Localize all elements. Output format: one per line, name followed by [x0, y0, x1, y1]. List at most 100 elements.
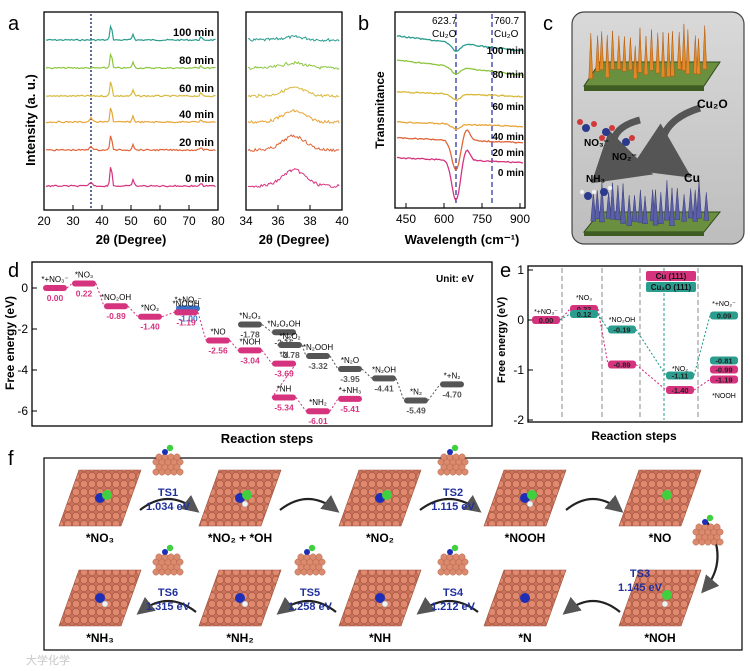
energy-level: [440, 381, 464, 388]
atom-h: [381, 600, 389, 608]
reaction-arrow: [136, 596, 197, 615]
needle: [660, 32, 666, 78]
ts-atom: [452, 553, 460, 561]
ts-atom: [458, 563, 466, 571]
needle: [599, 31, 604, 70]
intermediate-label: *NO₂: [366, 531, 394, 545]
panel-e-dividers: [561, 268, 699, 420]
atom-h: [101, 600, 109, 608]
cu2o-needles: [588, 23, 707, 79]
connector: [559, 308, 571, 321]
intermediate-label: *NH₂: [226, 631, 253, 645]
ts-energy: 1.145 eV: [618, 582, 663, 594]
ts-atom: [713, 533, 721, 541]
panel-d-ylabel: Free energy (eV): [3, 296, 17, 390]
tick-label: 20: [37, 214, 51, 228]
ts-atom: [155, 553, 163, 561]
atom-o: [308, 544, 316, 552]
tick-label: 40: [95, 214, 109, 228]
xrd-curve: [45, 107, 216, 124]
connector: [361, 368, 373, 379]
ts-atom: [461, 558, 469, 566]
ts-atom: [176, 568, 184, 576]
needle: [594, 190, 601, 219]
xrd-curve: [45, 135, 216, 152]
legend-swatch: [646, 282, 696, 292]
level-value: 0.09: [717, 312, 732, 321]
needle: [643, 36, 649, 75]
level-value: -0.89: [106, 311, 126, 321]
needle: [599, 182, 605, 223]
ts-atom: [458, 453, 466, 461]
xrd-zoom-curve: [247, 167, 340, 189]
level-value: -0.19: [613, 326, 630, 335]
panel-a-left-xticks: 20 30 40 50 60 70 80: [37, 205, 225, 228]
needle: [664, 180, 670, 221]
level-label: *NO₂OH: [609, 317, 635, 324]
needle: [655, 32, 661, 74]
panel-b-axes: [394, 11, 526, 209]
panel-b-mark1-value: 623.7: [432, 16, 457, 27]
ir-curve: [396, 90, 524, 102]
energy-level: [338, 395, 362, 402]
label-cu: Cu: [684, 171, 700, 185]
intermediate-label: *NO₃: [86, 531, 114, 545]
needle: [628, 37, 633, 70]
level-value: -5.41: [340, 404, 360, 414]
panel-f-mechanism: *NO₃ *NO₂ + *OH *NO₂ *NOOH *NO *NH₃ *NH₂ *NH *N *…: [58, 444, 724, 645]
ts-name: TS2: [443, 487, 463, 499]
molecule-icons: [577, 119, 635, 200]
energy-level: [608, 360, 636, 369]
watermark: 大学化学: [26, 653, 70, 667]
level-value: 0.00: [47, 293, 64, 303]
level-value: 0.00: [539, 316, 554, 325]
atom-h: [241, 500, 249, 508]
panel-label-f: f: [8, 448, 14, 470]
needle: [674, 187, 681, 220]
level-value: 0.22: [76, 288, 93, 298]
xrd-zoom-curve: [247, 134, 340, 153]
level-label: *NO₂: [672, 366, 688, 373]
level-label: *N₂OH: [372, 365, 396, 374]
panel-a-ylabel: Intensity (a. u.): [23, 74, 38, 166]
level-label: *NO₃: [576, 295, 592, 302]
tick-label: -4: [17, 363, 28, 377]
ts-atom: [695, 523, 703, 531]
needle: [658, 192, 664, 225]
tick-label: 750: [472, 212, 492, 226]
atom-o: [382, 490, 392, 500]
intermediate-label: *NO₂ + *OH: [208, 531, 272, 545]
curve-label: 100 min: [487, 46, 524, 57]
needle: [703, 192, 710, 221]
connector: [66, 283, 73, 289]
atom-n: [162, 549, 168, 555]
level-value: -3.69: [274, 369, 294, 379]
level-label: *NO: [210, 327, 225, 336]
tick-label: 450: [396, 212, 416, 226]
energy-level: [666, 371, 694, 380]
ts-atom: [461, 468, 469, 476]
connector: [161, 311, 175, 318]
tick-label: -6: [17, 404, 28, 418]
panel-d-axes: [31, 261, 493, 427]
atom-o: [451, 444, 459, 452]
energy-level: [608, 325, 636, 334]
connector: [95, 283, 105, 307]
xrd-curve: [45, 167, 216, 188]
reaction-arrow: [416, 597, 479, 615]
intermediate-label: *NH: [369, 631, 391, 645]
energy-level: [174, 309, 198, 316]
energy-level: [104, 303, 128, 310]
tick-label: 50: [124, 214, 138, 228]
energy-level: [710, 375, 738, 384]
panel-e: e Free energy (eV) 1 0 -1 -2 0.00 0.220.12 -0…: [496, 260, 743, 443]
ts-atom: [458, 553, 466, 561]
level-label: *+NH₃: [339, 386, 362, 395]
level-label: *+NO₂⁻: [174, 296, 201, 305]
curve-label: 0 min: [498, 168, 524, 179]
level-value: -4.70: [442, 389, 462, 399]
connector: [229, 340, 239, 351]
needle: [632, 45, 638, 79]
ts-energy: 1.315 eV: [146, 601, 191, 613]
tick-label: 0: [21, 281, 28, 295]
